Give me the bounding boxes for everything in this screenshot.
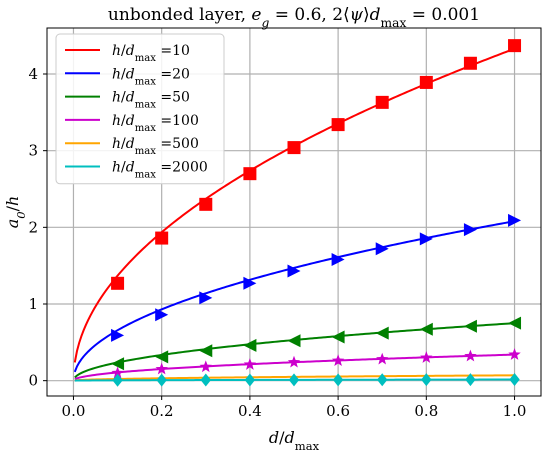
data-point [464, 349, 477, 362]
data-point [375, 326, 389, 340]
series-1 [73, 213, 522, 373]
data-point [508, 213, 522, 227]
data-point [199, 291, 213, 305]
data-point [200, 373, 211, 387]
data-point [287, 264, 301, 278]
data-point [463, 223, 477, 237]
data-point [463, 56, 477, 70]
legend-label: h/dmax =100 [112, 113, 199, 133]
x-tick-label: 0.0 [62, 402, 86, 420]
data-point [111, 276, 125, 290]
series-2 [74, 316, 522, 379]
data-point [288, 373, 300, 387]
y-axis-label: a0/h [3, 196, 28, 229]
data-point [199, 344, 213, 358]
x-tick-label: 0.4 [238, 402, 262, 420]
data-point [155, 362, 168, 375]
data-point [331, 354, 345, 366]
data-point [508, 316, 522, 330]
series-line [73, 220, 515, 373]
data-point [243, 167, 257, 181]
data-point [465, 373, 476, 387]
legend-label: h/dmax =500 [112, 136, 199, 157]
legend-item: h/dmax =20 [65, 66, 190, 87]
data-point [287, 141, 301, 155]
data-point [508, 348, 521, 360]
data-point [463, 319, 477, 333]
x-tick-label: 0.2 [150, 402, 174, 420]
series-5 [74, 373, 520, 387]
legend-item: h/dmax =500 [65, 136, 199, 157]
legend-label: h/dmax =50 [112, 90, 190, 111]
y-tick-label: 3 [28, 142, 38, 160]
data-point [419, 322, 433, 336]
data-point [111, 328, 125, 342]
x-axis-label: d/dmax [269, 428, 320, 452]
legend-box [55, 33, 225, 185]
y-tick-label: 1 [28, 295, 38, 313]
data-point [375, 95, 389, 109]
legend-item: h/dmax =50 [65, 90, 190, 111]
data-point [156, 373, 167, 387]
data-point [111, 357, 125, 371]
data-point [331, 253, 345, 267]
data-point [287, 355, 301, 368]
x-tick-label: 0.6 [326, 402, 350, 420]
series-0 [73, 39, 522, 363]
data-point [331, 330, 345, 344]
legend-label: h/dmax =10 [112, 43, 190, 64]
legend-item: h/dmax =10 [65, 43, 190, 64]
x-tick-label: 0.8 [414, 402, 438, 420]
plot-frame [46, 27, 542, 397]
legend: h/dmax =10h/dmax =20 h/dmax =50h/dmax =10… [55, 33, 225, 185]
series-layer [73, 39, 522, 387]
series-3 [74, 348, 521, 381]
y-tick-label: 0 [28, 372, 38, 390]
y-tick-label: 2 [28, 218, 38, 236]
legend-label: h/dmax =20 [112, 66, 190, 87]
data-point [509, 373, 520, 387]
data-point [155, 350, 169, 364]
data-point [377, 373, 388, 387]
data-point [419, 75, 433, 89]
data-point [419, 232, 433, 246]
data-point [244, 373, 256, 387]
data-point [331, 118, 345, 132]
data-point [199, 360, 212, 373]
ticks: 0.0 0.2 0.4 0.6 0.8 1.0 0 1 2 3 4 [28, 65, 526, 420]
data-point [243, 338, 257, 352]
data-point [420, 351, 433, 363]
data-point [155, 308, 169, 322]
legend-item: h/dmax =2000 [65, 160, 208, 181]
data-point [155, 231, 169, 245]
legend-item: h/dmax =100 [65, 113, 199, 133]
data-point [243, 358, 257, 370]
data-point [112, 373, 123, 387]
data-point [508, 39, 522, 53]
x-tick-label: 1.0 [503, 402, 527, 420]
data-point [421, 373, 432, 387]
data-point [111, 366, 124, 379]
data-point [199, 197, 213, 211]
data-point [375, 242, 389, 256]
series-line [74, 322, 515, 379]
y-tick-label: 4 [28, 65, 38, 83]
legend-label: h/dmax =2000 [112, 160, 208, 181]
data-point [243, 276, 257, 290]
data-point [376, 352, 389, 365]
data-point [332, 373, 344, 387]
data-point [287, 334, 301, 348]
chart-title: unbonded layer, eg = 0.6, 2⟨ψ⟩dmax = 0.0… [108, 5, 480, 30]
